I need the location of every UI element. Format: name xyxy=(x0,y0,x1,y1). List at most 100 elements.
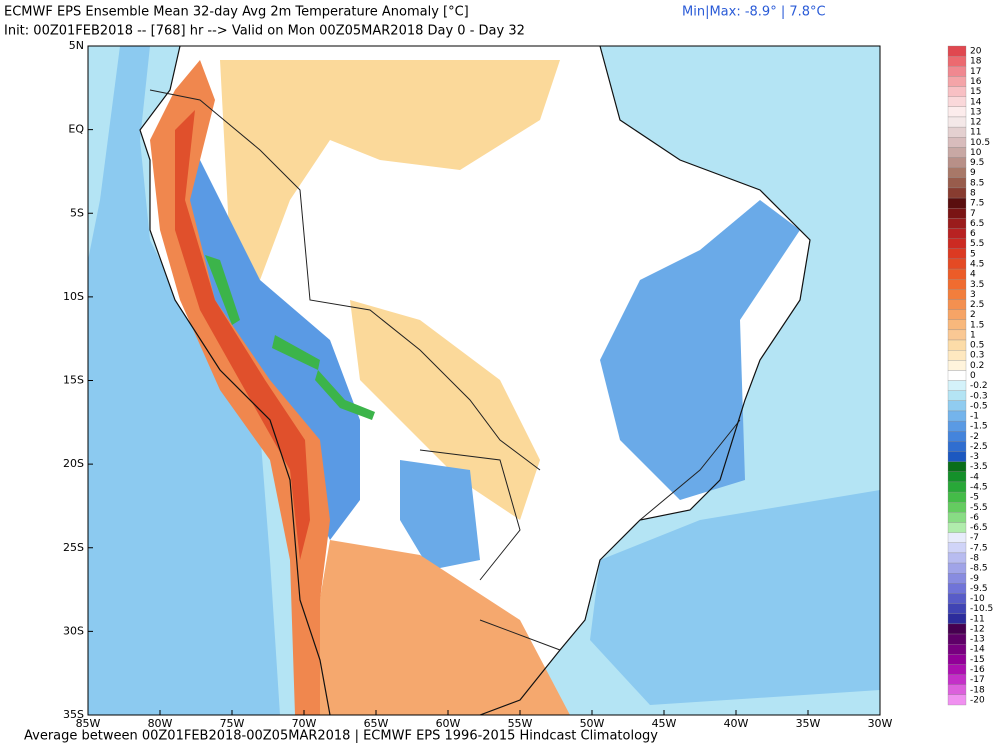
colorbar-label: 9 xyxy=(970,168,976,178)
warm-andes xyxy=(150,60,330,715)
colorbar-swatch xyxy=(947,380,967,391)
lon-label: 55W xyxy=(508,717,533,730)
colorbar-swatch xyxy=(947,633,967,645)
lat-label: 10S xyxy=(63,290,84,303)
colorbar-label: -18 xyxy=(970,685,985,695)
colorbar-label: 1.5 xyxy=(970,320,984,330)
colorbar-label: 2.5 xyxy=(970,300,984,310)
borders xyxy=(149,89,741,651)
colorbar-swatch xyxy=(947,684,967,696)
pacific-anomaly xyxy=(88,46,280,715)
colorbar-label: -1 xyxy=(970,412,979,422)
colorbar-swatch xyxy=(947,694,967,706)
footer: Average between 00Z01FEB2018-00Z05MAR201… xyxy=(24,729,658,744)
colorbar-swatch xyxy=(947,522,967,533)
colorbar-label: 8 xyxy=(970,189,976,199)
colorbar-swatch xyxy=(947,126,967,138)
lon-label: 85W xyxy=(76,717,101,730)
colorbar-swatch xyxy=(947,339,967,351)
colorbar-swatch xyxy=(947,147,967,158)
colorbar-swatch xyxy=(947,238,967,249)
colorbar-swatch xyxy=(947,228,967,239)
lat-label: 25S xyxy=(63,541,84,554)
colorbar-label: 0 xyxy=(970,371,976,381)
colorbar-swatch xyxy=(947,55,967,67)
colorbar-swatch xyxy=(947,542,967,554)
colorbar-swatch xyxy=(947,390,967,401)
colorbar-label: 14 xyxy=(970,97,982,107)
colorbar-swatch xyxy=(947,268,967,280)
colorbar-label: -17 xyxy=(970,675,985,685)
lon-label: 50W xyxy=(580,717,605,730)
colorbar-label: 5 xyxy=(970,249,976,259)
colorbar-label: -2 xyxy=(970,432,979,442)
colorbar-label: -0.5 xyxy=(970,401,988,411)
colorbar-swatch xyxy=(947,137,967,148)
colorbar-label: 3.5 xyxy=(970,280,984,290)
colorbar-label: -0.3 xyxy=(970,391,988,401)
colorbar-label: 13 xyxy=(970,107,981,117)
colorbar-label: -9.5 xyxy=(970,584,988,594)
colorbar-label: 10 xyxy=(970,148,982,158)
cool-paraguay xyxy=(400,460,480,570)
lon-label: 60W xyxy=(436,717,461,730)
colorbar-label: 9.5 xyxy=(970,158,984,168)
colorbar-label: -3 xyxy=(970,452,979,462)
colorbar-swatch xyxy=(947,481,967,493)
coastline xyxy=(139,46,811,715)
colorbar-swatch xyxy=(947,502,967,513)
colorbar-label: -15 xyxy=(970,655,985,665)
colorbar-label: 1 xyxy=(970,330,976,340)
warm-central xyxy=(350,300,540,520)
colorbar-label: -14 xyxy=(970,645,985,655)
colorbar-swatch xyxy=(947,167,967,178)
colorbar-swatch xyxy=(947,66,967,77)
lat-label: 5N xyxy=(69,39,84,52)
colorbar-swatch xyxy=(947,208,967,219)
colorbar-label: -4 xyxy=(970,472,979,482)
lat-label: 30S xyxy=(63,624,84,637)
colorbar-swatch xyxy=(947,45,967,57)
subtitle: Init: 00Z01FEB2018 -- [768] hr --> Valid… xyxy=(4,24,525,39)
colorbar-swatch xyxy=(947,623,967,635)
colorbar-swatch xyxy=(947,299,967,310)
colorbar-label: 20 xyxy=(970,47,982,57)
colorbar-label: 4 xyxy=(970,270,976,280)
colorbar-label: 3 xyxy=(970,290,976,300)
colorbar-swatch xyxy=(947,96,967,107)
warm-north xyxy=(220,60,560,280)
colorbar-swatch xyxy=(947,674,967,685)
colorbar-label: -13 xyxy=(970,635,985,645)
colorbar-swatch xyxy=(947,350,967,361)
colorbar-label: -3.5 xyxy=(970,462,988,472)
lon-label: 75W xyxy=(220,717,245,730)
warm-south xyxy=(300,540,570,715)
lat-label: 5S xyxy=(70,206,84,219)
colorbar-label: 12 xyxy=(970,118,981,128)
colorbar-label: -9 xyxy=(970,574,979,584)
colorbar-swatch xyxy=(947,491,967,503)
colorbar-label: 8.5 xyxy=(970,178,984,188)
colorbar-swatch xyxy=(947,410,967,422)
colorbar-label: -0.2 xyxy=(970,381,988,391)
cool-east xyxy=(600,200,800,500)
colorbar-swatch xyxy=(947,420,967,432)
colorbar-swatch xyxy=(947,471,967,483)
colorbar-swatch xyxy=(947,289,967,300)
lon-label: 45W xyxy=(652,717,677,730)
colorbar-label: 7 xyxy=(970,209,976,219)
cold-streaks xyxy=(205,255,375,420)
lon-label: 70W xyxy=(292,717,317,730)
colorbar-label: -10 xyxy=(970,594,985,604)
lat-label: EQ xyxy=(68,123,84,136)
colorbar-label: 0.5 xyxy=(970,341,984,351)
title: ECMWF EPS Ensemble Mean 32-day Avg 2m Te… xyxy=(4,5,469,20)
hot-andes xyxy=(175,110,310,560)
colorbar-swatch xyxy=(947,218,967,229)
colorbar-label: -4.5 xyxy=(970,483,988,493)
colorbar-swatch xyxy=(947,583,967,594)
colorbar-swatch xyxy=(947,664,967,675)
colorbar-swatch xyxy=(947,552,967,564)
colorbar-label: 7.5 xyxy=(970,199,984,209)
